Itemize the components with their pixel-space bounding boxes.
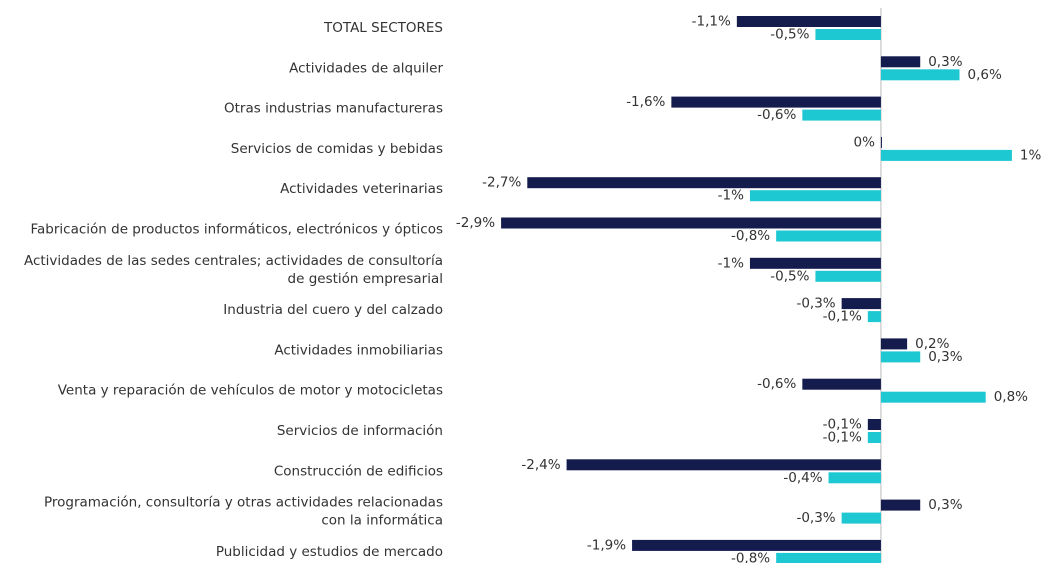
bar	[802, 378, 881, 390]
bar	[527, 177, 881, 189]
value-label: -0,6%	[757, 107, 796, 123]
bar	[632, 539, 881, 551]
value-label: 0,2%	[915, 336, 949, 352]
category-label: Publicidad y estudios de mercado	[216, 544, 443, 560]
value-label: -0,1%	[823, 430, 862, 446]
value-label: -2,4%	[521, 457, 560, 473]
bar	[867, 311, 881, 323]
category-label: Servicios de comidas y bebidas	[231, 141, 443, 157]
value-label: 0%	[854, 134, 876, 150]
value-label: 1%	[1020, 147, 1042, 163]
bar	[841, 512, 881, 524]
value-label: -1,6%	[626, 94, 665, 110]
category-label: Industria del cuero y del calzado	[223, 302, 443, 318]
bar	[880, 136, 882, 148]
bar	[880, 149, 1012, 161]
value-label: -0,5%	[770, 27, 809, 43]
value-label: -0,1%	[823, 309, 862, 325]
bar	[749, 257, 881, 269]
bar	[880, 499, 921, 511]
category-label: Actividades inmobiliarias	[274, 342, 443, 358]
bar	[815, 29, 881, 40]
bar	[749, 190, 881, 202]
category-label: Construcción de edificios	[274, 463, 443, 479]
value-label: -1%	[718, 188, 744, 204]
value-label: -0,4%	[783, 470, 822, 486]
value-label: -1,1%	[692, 14, 731, 30]
value-label: -0,8%	[731, 228, 770, 244]
value-label: 0,6%	[968, 67, 1002, 83]
bar	[867, 432, 881, 443]
value-label: -2,9%	[456, 215, 495, 231]
value-label: 0,3%	[928, 497, 962, 513]
bar	[802, 109, 881, 121]
bar	[880, 338, 908, 350]
value-label: -0,5%	[770, 268, 809, 284]
value-label: 0,3%	[928, 54, 962, 70]
category-label: Otras industrias manufactureras	[224, 101, 443, 117]
category-label: Fabricación de productos informáticos, e…	[31, 222, 444, 238]
bar	[815, 270, 881, 282]
value-label: -0,3%	[796, 296, 835, 312]
category-label: Actividades de las sedes centrales; acti…	[24, 253, 443, 287]
bar	[880, 69, 960, 81]
bar	[501, 217, 881, 229]
bar	[880, 391, 986, 403]
category-label: Actividades veterinarias	[280, 181, 443, 197]
value-label: -2,7%	[482, 175, 521, 191]
value-label: -0,1%	[823, 417, 862, 433]
bar	[867, 419, 881, 430]
value-label: -1,9%	[587, 537, 626, 553]
bar	[736, 16, 881, 27]
value-label: -0,6%	[757, 376, 796, 392]
bar	[566, 459, 881, 471]
bar	[671, 96, 881, 108]
bar	[776, 552, 881, 563]
value-label: -1%	[718, 255, 744, 271]
bar	[776, 230, 881, 242]
bar	[880, 351, 921, 363]
category-label: Programación, consultoría y otras activi…	[44, 495, 443, 529]
value-label: 0,3%	[928, 349, 962, 365]
category-label: Servicios de información	[277, 423, 443, 439]
bar	[841, 298, 881, 310]
bar	[828, 472, 881, 484]
value-label: -0,3%	[796, 510, 835, 526]
category-label: Venta y reparación de vehículos de motor…	[58, 383, 443, 399]
bar	[880, 56, 921, 68]
category-label: TOTAL SECTORES	[323, 20, 443, 36]
value-label: -0,8%	[731, 550, 770, 563]
category-label: Actividades de alquiler	[289, 60, 443, 76]
value-label: 0,8%	[994, 389, 1028, 405]
